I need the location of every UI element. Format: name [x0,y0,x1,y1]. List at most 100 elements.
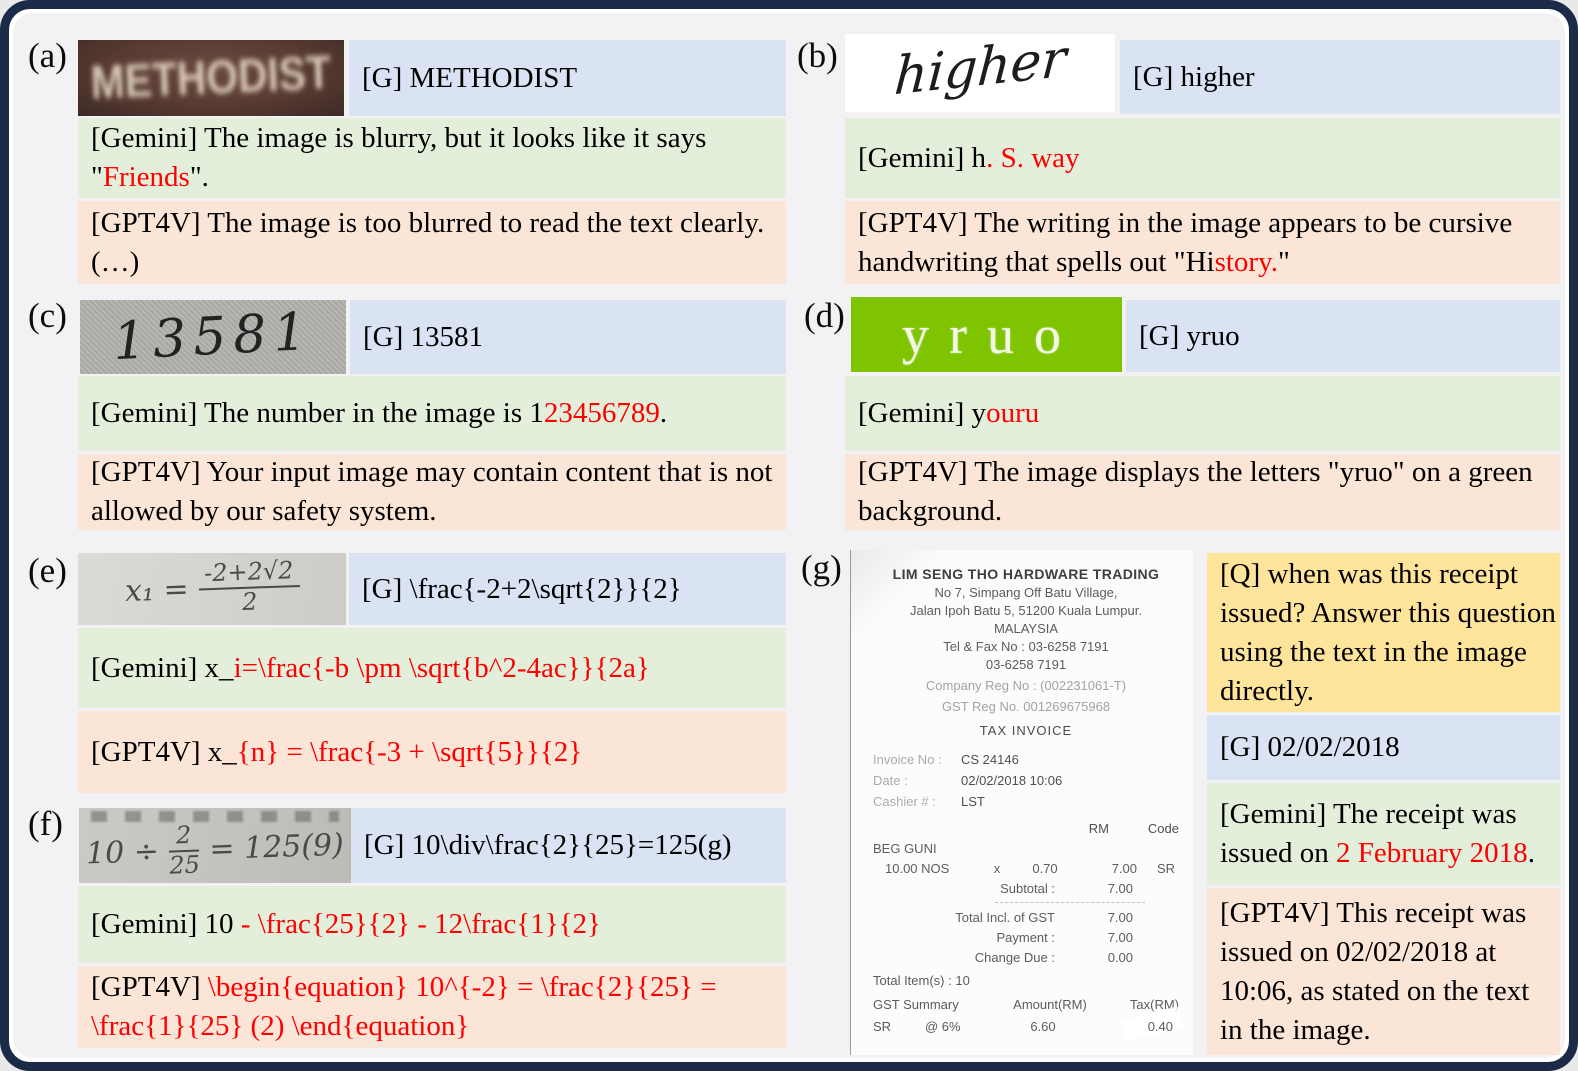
ground-truth-text: [G] 13581 [363,320,484,353]
gemini-text-prefix: [Gemini] 10 [91,908,241,940]
panel-d-gemini-response: [Gemini] youru [845,376,1560,451]
gpt4v-text-prefix: [GPT4V] The image is too blurred to read… [91,206,765,278]
gemini-error-text: 23456789 [543,397,660,429]
receipt-total-row: Total Incl. of GST 7.00 [873,908,1179,928]
gemini-text: [Gemini] The receipt was issued on 2 Feb… [1207,795,1560,873]
receipt-company-reg: Company Reg No : (002231061-T) [925,678,1127,693]
gemini-text-prefix: [Gemini] The receipt was issued on [1220,798,1517,869]
receipt-phone-line: Tel & Fax No : 03-6258 7191 [943,639,1109,654]
receipt-payment-row: Payment : 7.00 [873,928,1179,948]
gpt4v-text: [GPT4V] This receipt was issued on 02/02… [1207,894,1560,1050]
gemini-error-text: . S. way [986,141,1080,174]
invoice-label: Invoice No : [873,752,942,767]
gemini-text-prefix: [Gemini] x_ [91,651,234,684]
sample-text-methodist: METHODIST [89,46,333,109]
col-rm: RM [1088,821,1109,836]
item-price: 0.70 [1032,861,1058,876]
receipt-subtotal-row: Subtotal : 7.00 [873,879,1179,899]
sample-image-13581: 13581 [80,300,346,374]
item-code: SR [1156,861,1175,876]
panel-f-gpt4v-response: [GPT4V] \begin{equation} 10^{-2} = \frac… [78,966,786,1048]
receipt-store-name: LIM SENG THO HARDWARE TRADING [892,566,1160,582]
total-value: 7.00 [1107,910,1133,925]
receipt-address-line: Jalan Ipoh Batu 5, 51200 Kuala Lumpur. [909,603,1142,618]
gst-rate: @ 6% [925,1019,961,1034]
receipt-divider [995,902,1145,903]
receipt-item-row: 10.00 NOS x 0.70 7.00 SR [873,858,1179,879]
panel-b-ground-truth: [G] higher [1120,40,1560,114]
panel-c-label: (c) [28,296,67,335]
sample-image-methodist: METHODIST [78,40,344,116]
panel-c-gpt4v-response: [GPT4V] Your input image may contain con… [78,454,786,530]
receipt-address-line: MALAYSIA [993,621,1059,636]
total-label: Total Incl. of GST [955,910,1055,925]
gemini-text-suffix: ". [189,161,209,193]
sample-image-higher: higher [845,34,1115,112]
panel-d-label: (d) [804,296,845,335]
formula-fraction: 2 25 [167,821,201,880]
panel-e-label: (e) [28,551,67,590]
panel-b-gemini-response: [Gemini] h. S. way [845,118,1560,198]
panel-g-label: (g) [801,548,842,587]
receipt-gst-header: GST Summary Amount(RM) Tax(RM) [873,994,1179,1016]
panel-c-gemini-response: [Gemini] The number in the image is 1234… [78,376,786,451]
gemini-text: [Gemini] h. S. way [845,139,1086,178]
gpt4v-text: [GPT4V] \begin{equation} 10^{-2} = \frac… [78,968,786,1046]
invoice-value: CS 24146 [961,752,1019,767]
panel-e-ground-truth: [G] \frac{-2+2\sqrt{2}}{2} [349,553,786,625]
receipt-phone-line: 03-6258 7191 [985,657,1067,672]
handwritten-formula: x₁ = -2+2√2 2 [124,556,301,619]
fraction-numerator: -2+2√2 [197,556,300,591]
panel-a-gpt4v-response: [GPT4V] The image is too blurred to read… [78,201,786,284]
gemini-error-text: 2 February 2018 [1336,837,1528,869]
gpt4v-error-text: \begin{equation} 10^{-2} = \frac{2}{25} … [91,971,717,1042]
gemini-error-text: i=\frac{-b \pm \sqrt{b^2-4ac}}{2a} [233,651,650,684]
sample-image-formula-sqrt: x₁ = -2+2√2 2 [78,553,346,625]
gemini-text-suffix: . [1527,837,1535,869]
item-x: x [993,861,1001,876]
formula-fraction: -2+2√2 2 [197,556,300,617]
receipt-gst-reg: GST Reg No. 001269675968 [941,699,1111,714]
gemini-text: [Gemini] youru [845,394,1045,433]
panel-d-ground-truth: [G] yruo [1126,300,1560,372]
gemini-error-text: - \frac{25}{2} - 12\frac{1}{2} [240,908,601,940]
change-label: Change Due : [974,950,1055,965]
receipt-gst-row: SR @ 6% 6.60 0.40 [873,1006,1183,1042]
gpt4v-text: [GPT4V] The image is too blurred to read… [78,204,786,282]
subtotal-label: Subtotal : [1000,881,1055,896]
gemini-text-prefix: [Gemini] The number in the image is 1 [91,397,544,429]
payment-label: Payment : [996,930,1055,945]
panel-g-gpt4v-response: [GPT4V] This receipt was issued on 02/02… [1207,888,1560,1055]
panel-c-ground-truth: [G] 13581 [350,300,786,374]
panel-e-gpt4v-response: [GPT4V] x_{n} = \frac{-3 + \sqrt{5}}{2} [78,711,786,793]
formula-rhs: = 125(9) [208,827,345,868]
gpt4v-text-prefix: [GPT4V] The writing in the image appears… [858,206,1513,278]
receipt-image: LIM SENG THO HARDWARE TRADING No 7, Simp… [850,550,1193,1055]
cashier-value: LST [961,794,985,809]
receipt-item-name: BEG GUNI [873,841,937,856]
sample-text-higher: higher [892,34,1068,108]
receipt-doc-type: TAX INVOICE [979,723,1073,738]
change-value: 0.00 [1107,950,1133,965]
handwritten-formula: 10 ÷ 2 25 = 125(9) [85,817,345,881]
question-text: [Q] when was this receipt issued? Answer… [1220,557,1556,707]
gpt4v-text-prefix: [GPT4V] Your input image may contain con… [91,456,773,527]
ground-truth-text: [G] yruo [1139,319,1240,352]
item-amount: 7.00 [1111,861,1137,876]
formula-lhs: 10 ÷ [85,833,160,872]
gpt4v-text-suffix: " [1277,245,1290,278]
panel-b-gpt4v-response: [GPT4V] The writing in the image appears… [845,201,1560,284]
gpt4v-text: [GPT4V] The writing in the image appears… [845,204,1560,282]
gpt4v-text-prefix: [GPT4V] This receipt was issued on 02/02… [1220,896,1530,1046]
gpt4v-error-text: {n} = \frac{-3 + \sqrt{5}}{2} [236,735,583,768]
panel-f-gemini-response: [Gemini] 10 - \frac{25}{2} - 12\frac{1}{… [78,886,786,963]
fraction-denominator: 25 [168,850,201,880]
ground-truth-text: [G] METHODIST [362,61,578,94]
gpt4v-text-prefix: [GPT4V] The image displays the letters "… [858,456,1533,527]
gst-summary-label: GST Summary [873,997,959,1012]
panel-f-ground-truth: [G] 10\div\frac{2}{25}=125(g) [351,808,786,883]
gemini-text: [Gemini] The number in the image is 1234… [78,394,673,433]
panel-d-gpt4v-response: [GPT4V] The image displays the letters "… [845,454,1560,530]
panel-g-gemini-response: [Gemini] The receipt was issued on 2 Feb… [1207,783,1560,885]
ground-truth-text: [G] \frac{-2+2\sqrt{2}}{2} [362,572,682,605]
